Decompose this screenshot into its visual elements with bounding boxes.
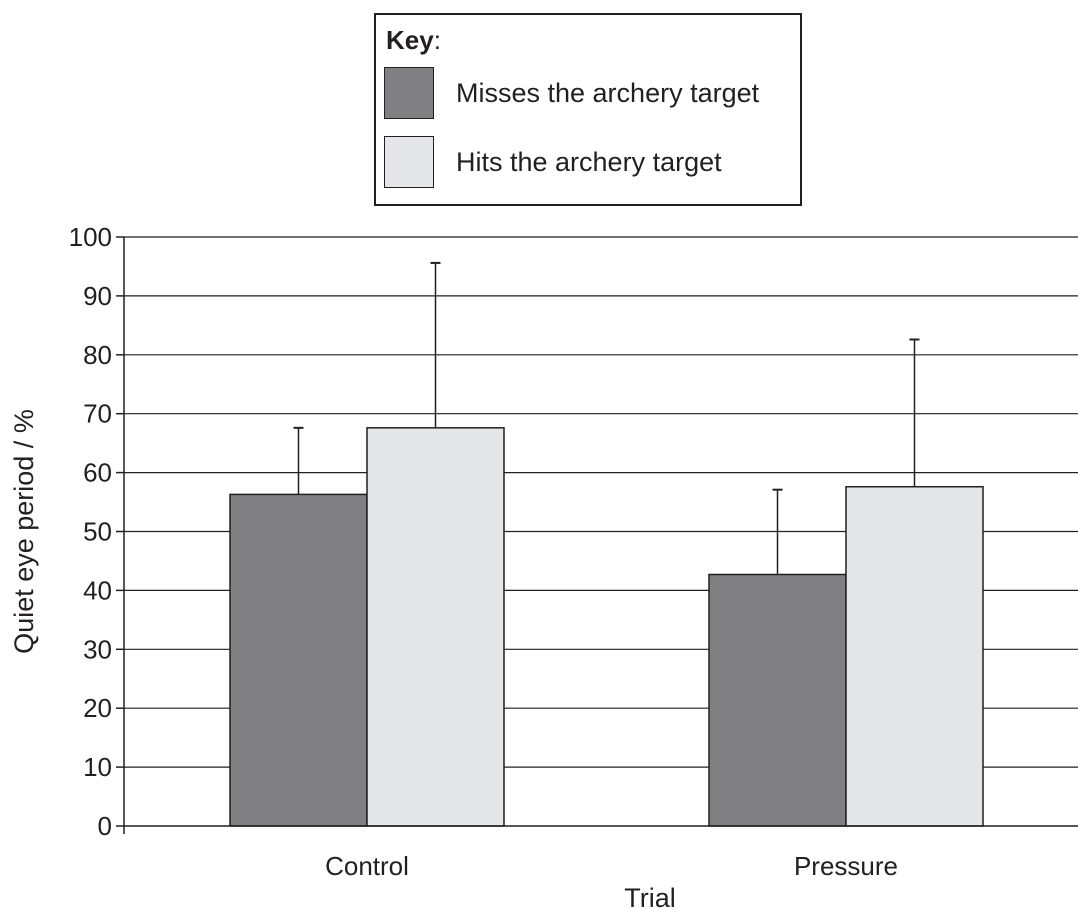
bar	[845, 485, 984, 827]
legend-title-suffix: :	[433, 25, 441, 55]
y-tick-label: 60	[83, 458, 112, 488]
legend-title: Key:	[386, 25, 441, 55]
legend-item-misses: Misses the archery target	[384, 67, 759, 119]
y-tick-label: 20	[83, 693, 112, 723]
legend-label-misses: Misses the archery target	[456, 78, 760, 108]
legend-title-text: Key	[386, 25, 434, 55]
x-tick-label: Control	[325, 851, 409, 881]
y-tick-label: 10	[83, 752, 112, 782]
y-tick-label: 0	[98, 811, 112, 841]
legend-swatch-misses	[384, 67, 434, 119]
y-tick-label: 40	[83, 575, 112, 605]
y-axis-title: Quiet eye period / %	[9, 409, 39, 654]
y-tick-label: 50	[83, 517, 112, 547]
bar	[708, 573, 847, 827]
bar	[366, 427, 505, 827]
legend-label-hits: Hits the archery target	[456, 147, 722, 177]
x-tick-label: Pressure	[794, 851, 898, 881]
legend-item-hits: Hits the archery target	[384, 136, 722, 188]
legend: Key: Misses the archery target Hits the …	[374, 13, 802, 206]
x-axis-title: Trial	[624, 883, 676, 913]
y-tick-label: 30	[83, 634, 112, 664]
y-tick-label: 80	[83, 340, 112, 370]
y-tick-label: 100	[69, 222, 112, 252]
legend-swatch-hits	[384, 136, 434, 188]
y-tick-label: 70	[83, 399, 112, 429]
bar	[229, 493, 368, 827]
y-tick-label: 90	[83, 281, 112, 311]
